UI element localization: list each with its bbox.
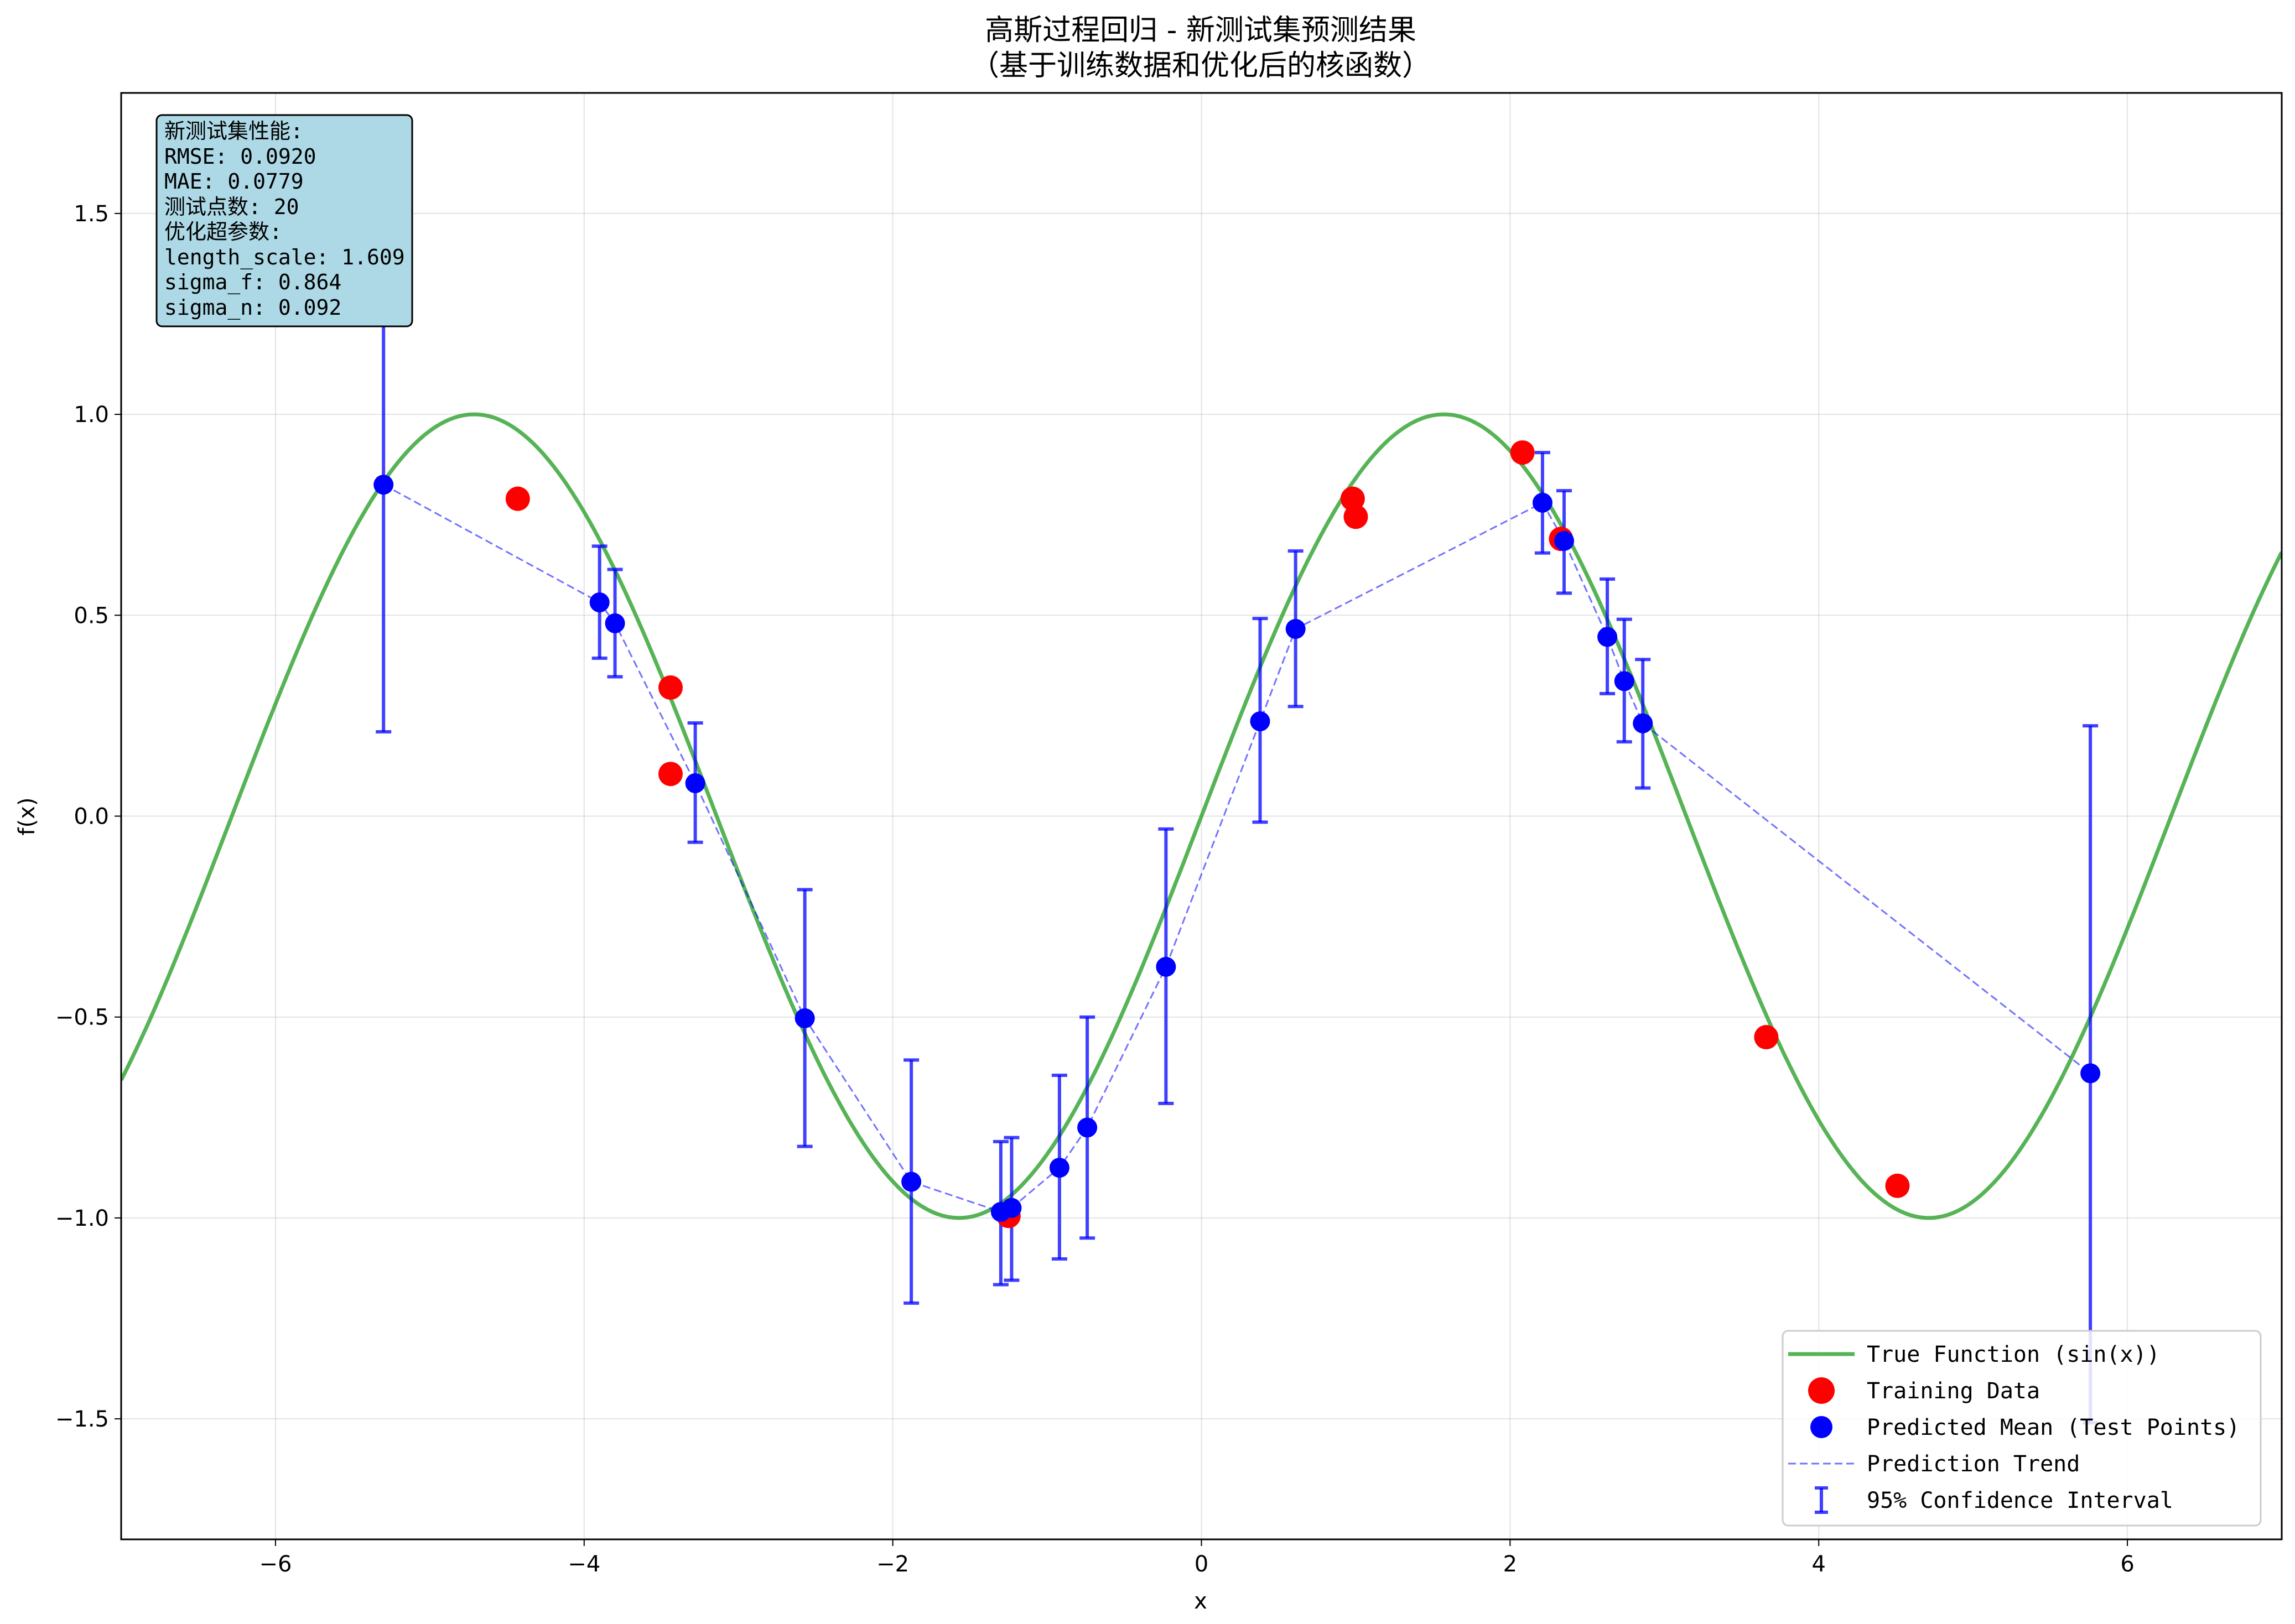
legend-ci-label: 95% Confidence Interval <box>1867 1488 2173 1513</box>
info-box-background <box>155 114 413 327</box>
predicted-mean-point <box>1633 713 1653 733</box>
info-line: length_scale: 1.609 <box>164 245 405 270</box>
x-tick-label: 6 <box>2120 1552 2134 1577</box>
legend-trend-label: Prediction Trend <box>1867 1451 2080 1477</box>
x-tick-label: −6 <box>259 1552 292 1577</box>
axis-ticks: −6 −4 −2 0 2 4 6 −1.5 −1.0 −0.5 0.0 0.5 1.0 1.5 <box>55 201 2135 1577</box>
predicted-mean-point <box>589 592 610 613</box>
legend-frame <box>1782 1330 2262 1527</box>
predicted-mean-point <box>685 773 705 793</box>
info-line: sigma_n: 0.092 <box>164 295 341 320</box>
y-tick-label: 0.0 <box>74 804 109 830</box>
predicted-mean-point <box>1554 530 1574 551</box>
training-point <box>658 762 683 787</box>
training-point <box>1340 486 1365 511</box>
training-point <box>1343 504 1368 529</box>
predicted-mean-point <box>373 475 394 495</box>
x-tick-label: −2 <box>876 1552 909 1577</box>
legend-predicted-mean-swatch <box>1810 1416 1832 1438</box>
x-tick-label: 0 <box>1195 1552 1208 1577</box>
predicted-mean-point <box>1532 492 1552 513</box>
grid-lines <box>121 93 2282 1539</box>
predicted-mean-point <box>605 613 625 633</box>
data-layer <box>121 236 2282 1425</box>
training-points <box>505 440 1910 1229</box>
predicted-mean-point <box>2080 1063 2101 1084</box>
predicted-mean-point <box>795 1008 815 1028</box>
x-tick-label: −4 <box>568 1552 600 1577</box>
info-line: 测试点数: 20 <box>164 195 299 219</box>
training-point <box>658 675 683 700</box>
predicted-mean-point <box>1250 711 1270 732</box>
info-line: MAE: 0.0779 <box>164 169 304 194</box>
y-axis-label: f(x) <box>14 798 40 836</box>
chart-subtitle: （基于训练数据和优化后的核函数） <box>970 49 1431 82</box>
predicted-mean-point <box>1597 627 1618 647</box>
info-box: 新测试集性能: RMSE: 0.0920 MAE: 0.0779 测试点数: 2… <box>155 114 413 327</box>
legend: True Function (sin(x)) Training Data Pre… <box>1782 1330 2262 1527</box>
y-tick-label: 0.5 <box>74 603 109 628</box>
predicted-mean-point <box>1001 1198 1022 1218</box>
training-point <box>1885 1173 1910 1198</box>
training-point <box>505 486 530 511</box>
x-axis-label: x <box>1194 1589 1207 1614</box>
legend-training-label: Training Data <box>1867 1378 2040 1404</box>
y-tick-label: 1.5 <box>74 201 109 227</box>
plot-frame <box>120 92 2283 1540</box>
prediction-trend-line <box>383 483 2091 1213</box>
info-line: 优化超参数: <box>164 220 282 244</box>
legend-predicted-mean-label: Predicted Mean (Test Points) <box>1867 1415 2240 1440</box>
y-tick-label: −0.5 <box>55 1005 109 1030</box>
info-line: sigma_f: 0.864 <box>164 270 341 295</box>
x-tick-label: 2 <box>1503 1552 1517 1577</box>
legend-ci-swatch <box>1815 1486 1828 1514</box>
y-tick-label: −1.0 <box>55 1206 109 1231</box>
predicted-mean-point <box>1285 619 1306 639</box>
chart-title: 高斯过程回归 - 新测试集预测结果 <box>985 14 1416 47</box>
y-tick-label: −1.5 <box>55 1407 109 1432</box>
y-tick-label: 1.0 <box>74 402 109 428</box>
training-point <box>1754 1025 1779 1050</box>
info-line: RMSE: 0.0920 <box>164 144 316 169</box>
predicted-mean-point <box>901 1172 922 1192</box>
legend-training-swatch <box>1808 1377 1835 1404</box>
confidence-intervals <box>376 236 2099 1425</box>
test-points <box>373 475 2101 1222</box>
x-tick-label: 4 <box>1811 1552 1825 1577</box>
predicted-mean-point <box>1049 1158 1069 1178</box>
info-line: 新测试集性能: <box>164 119 303 143</box>
predicted-mean-point <box>1156 956 1176 977</box>
predicted-mean-point <box>1077 1117 1098 1138</box>
predicted-mean-point <box>1614 671 1634 691</box>
training-point <box>1510 440 1535 465</box>
true-function-line <box>121 412 2282 1220</box>
legend-true-function-label: True Function (sin(x)) <box>1867 1342 2160 1367</box>
